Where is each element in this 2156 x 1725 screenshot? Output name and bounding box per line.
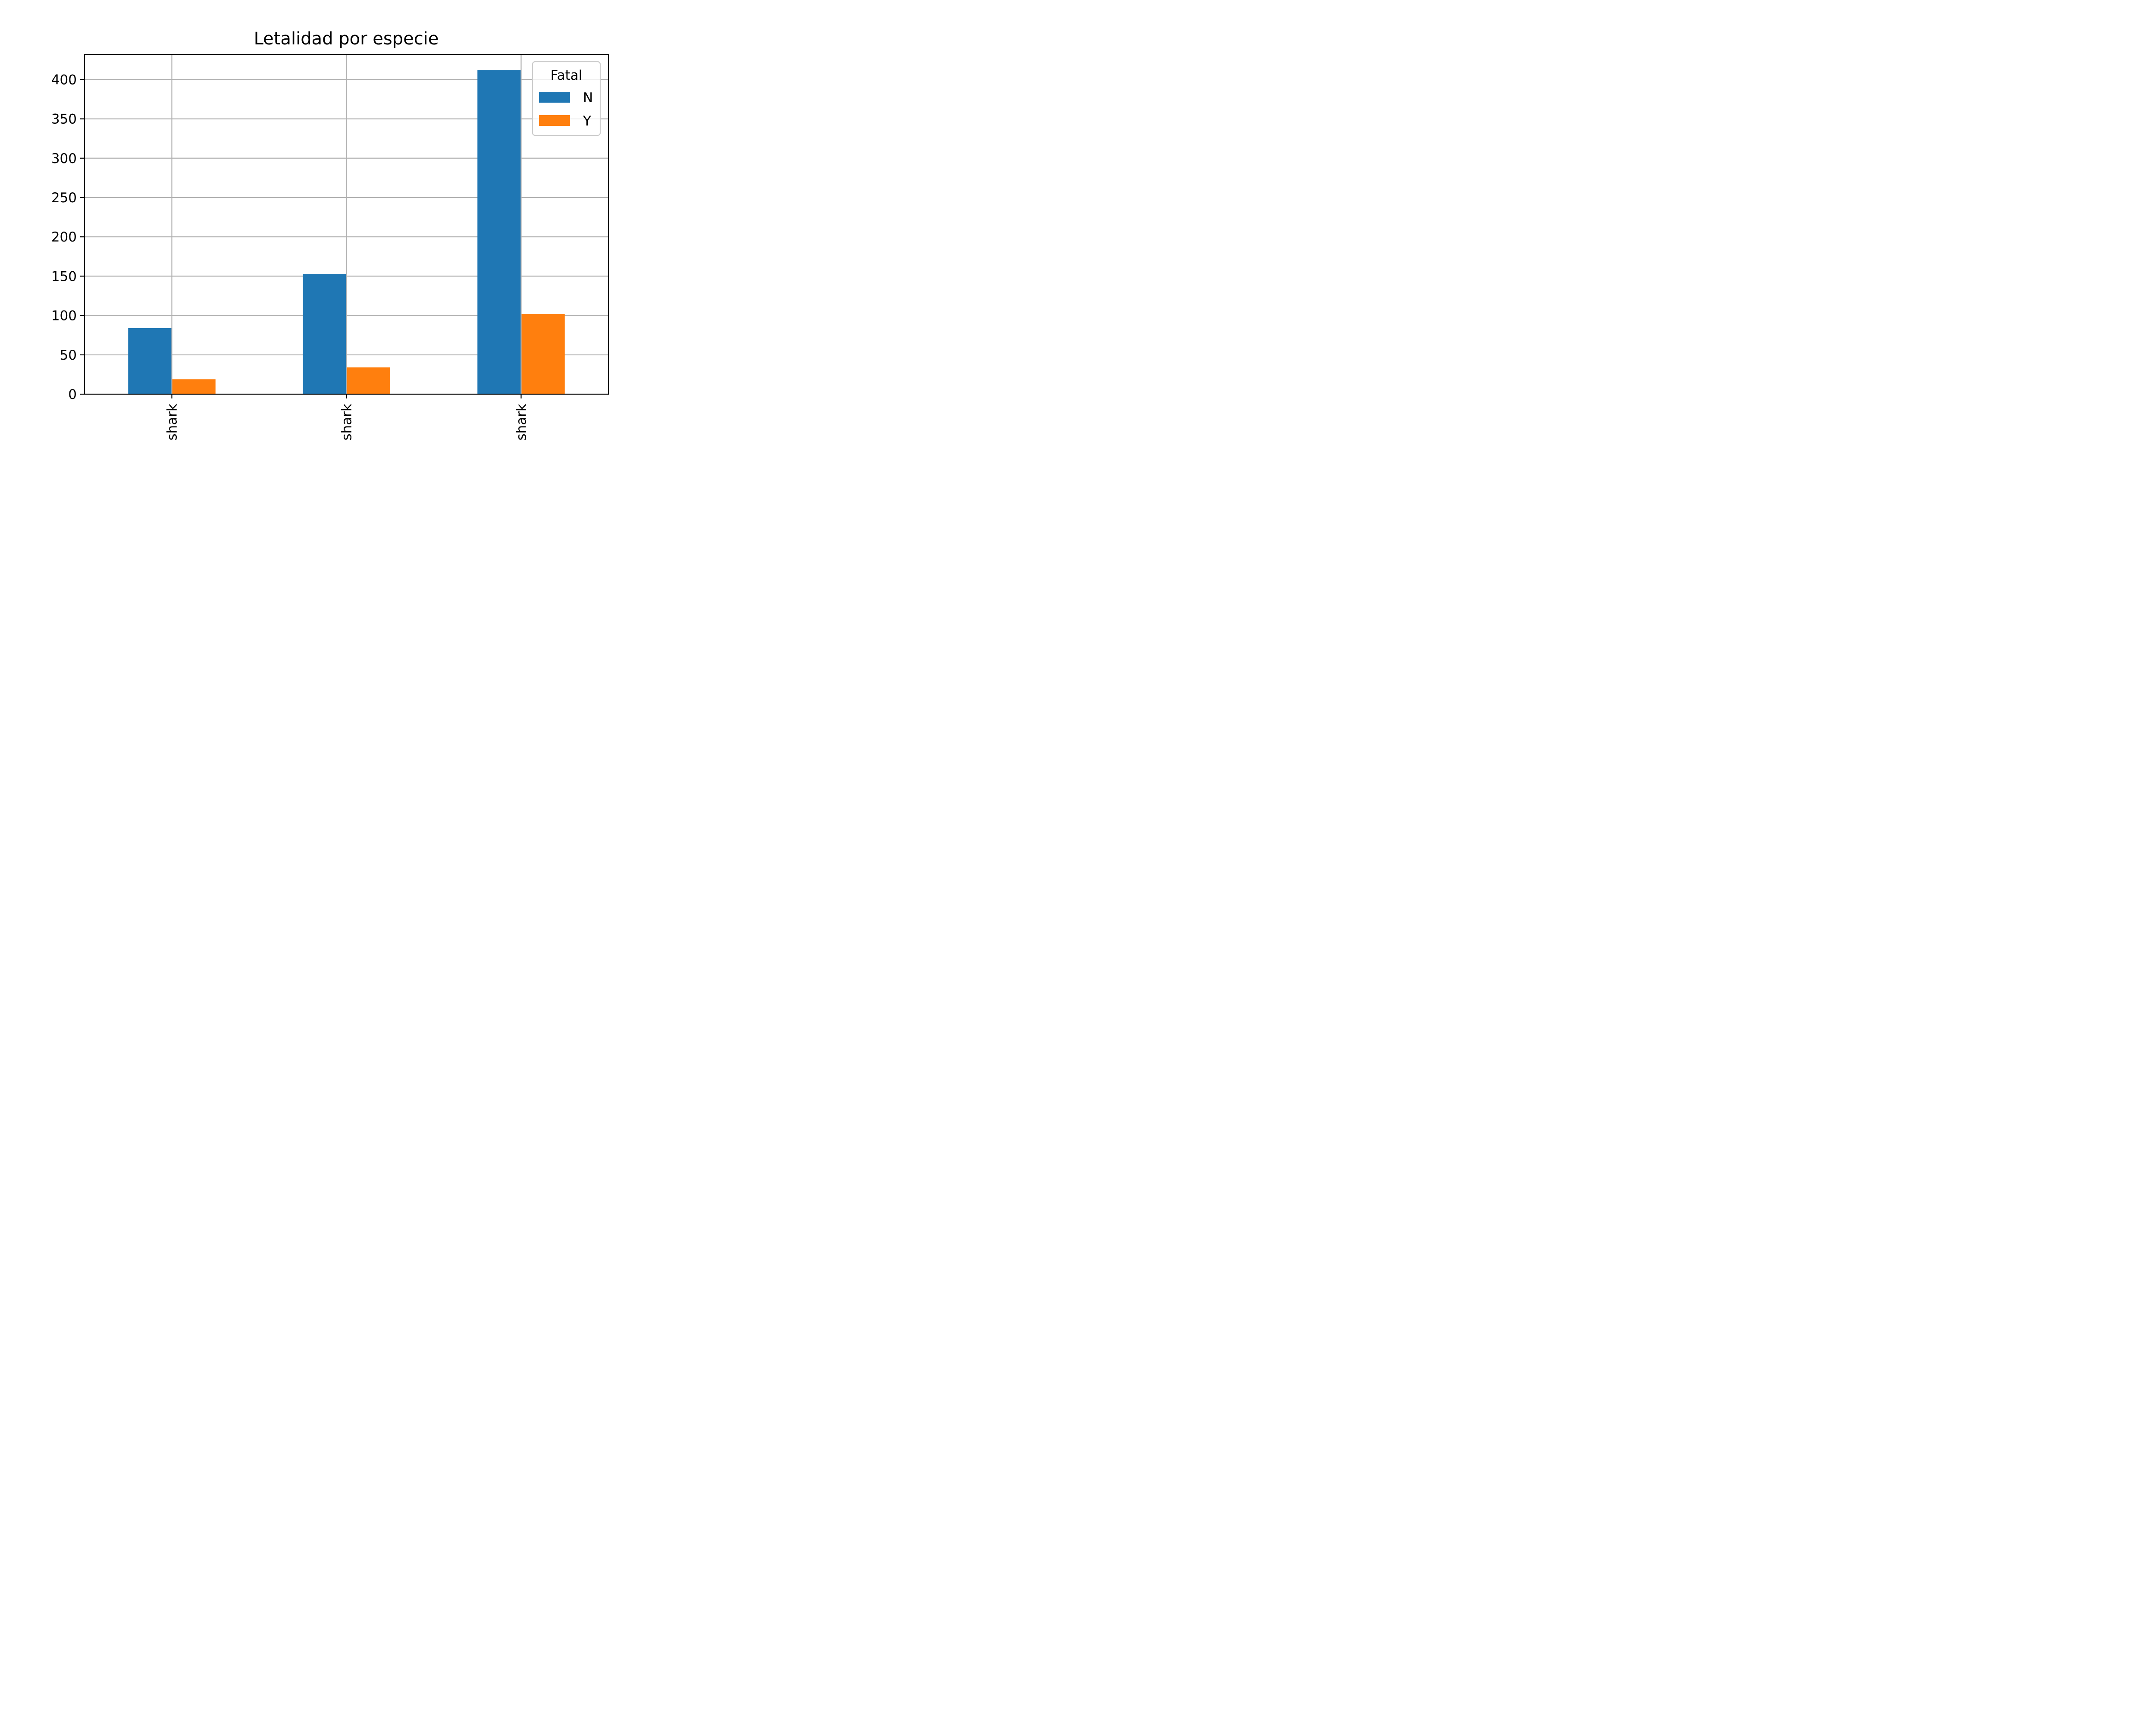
chart-title: Letalidad por especie [254, 29, 439, 49]
legend-swatch-y [539, 115, 570, 126]
bar-y-1 [346, 367, 390, 394]
bars [128, 70, 565, 395]
bar-y-0 [172, 379, 216, 394]
bar-n-2 [477, 70, 521, 395]
x-tick-label: shark [514, 404, 530, 441]
y-tick-label: 300 [51, 151, 77, 166]
y-tick-label: 250 [51, 190, 77, 206]
x-axis: shark shark shark [165, 394, 530, 441]
bar-y-2 [521, 314, 565, 394]
bar-n-1 [303, 273, 347, 394]
y-tick-label: 100 [51, 308, 77, 324]
y-tick-label: 400 [51, 72, 77, 88]
legend-label-y: Y [583, 113, 591, 129]
legend-swatch-n [539, 92, 570, 103]
legend-label-n: N [583, 90, 593, 106]
y-tick-label: 200 [51, 229, 77, 245]
vertical-grid-lines [171, 54, 522, 394]
y-axis: 0 50 100 150 200 250 300 350 400 [51, 72, 85, 402]
y-tick-label: 50 [60, 348, 77, 363]
x-tick-label: shark [165, 404, 180, 441]
y-tick-label: 350 [51, 112, 77, 127]
bar-n-0 [128, 328, 172, 394]
x-tick-label: shark [339, 404, 355, 441]
y-tick-label: 150 [51, 269, 77, 284]
y-tick-label: 0 [68, 387, 77, 402]
legend-title: Fatal [551, 68, 583, 83]
bar-chart: Letalidad por especie 0 50 100 150 200 250 300… [51, 29, 609, 441]
